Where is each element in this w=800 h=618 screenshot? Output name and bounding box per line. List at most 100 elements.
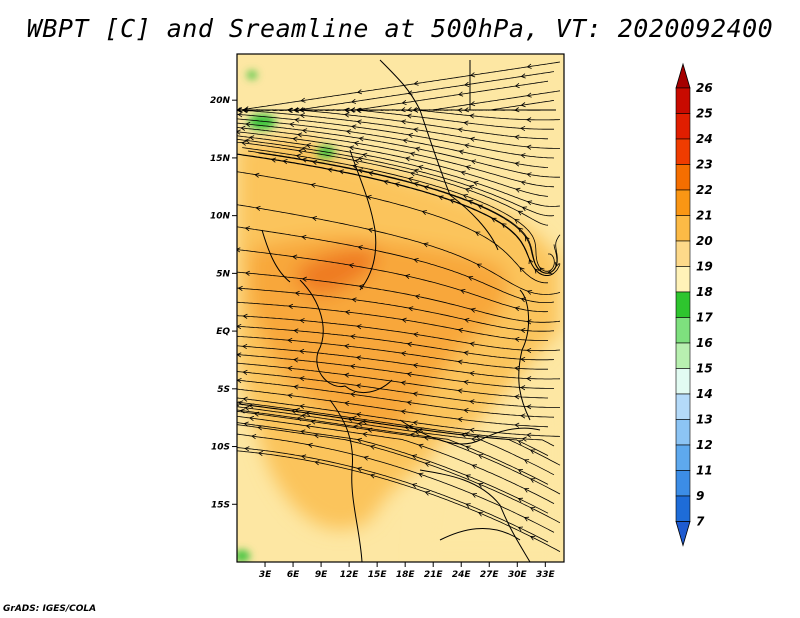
streamline-arrow — [469, 113, 475, 119]
streamline-arrow — [412, 107, 418, 113]
streamline-arrow — [463, 350, 469, 356]
streamline-arrow — [310, 419, 316, 425]
streamline-arrow — [287, 337, 293, 344]
lon-tick-label: 27E — [480, 570, 500, 580]
streamline-arrow — [470, 307, 476, 313]
country-border — [299, 279, 393, 394]
streamline-arrow — [517, 526, 524, 532]
streamline-arrow — [289, 122, 295, 128]
colorbar-label: 19 — [696, 260, 713, 274]
streamline-arrow — [299, 113, 305, 119]
streamline-arrow — [477, 482, 484, 488]
streamline-arrow — [356, 119, 362, 125]
streamline-arrow — [514, 306, 520, 312]
lat-tick-label: 5S — [217, 385, 230, 395]
streamline-arrow — [351, 297, 357, 303]
streamline-arrow — [526, 432, 532, 438]
streamline-arrow — [460, 170, 466, 176]
streamline-arrow — [400, 380, 406, 386]
streamline-arrow — [248, 415, 255, 422]
streamline-arrow — [526, 144, 532, 150]
longitude-axis: 3E 6E 9E 12E 15E 18E 21E 24E 27E 30E 33E — [259, 562, 555, 580]
streamline — [237, 325, 555, 361]
colorbar: 26 25 24 23 22 21 20 19 18 17 16 15 14 13 12 11 9 7 — [675, 62, 713, 547]
colorbar-label: 11 — [696, 464, 713, 478]
streamline-arrow — [301, 234, 307, 240]
streamline-arrow — [469, 371, 475, 377]
streamline-arrow — [311, 159, 318, 165]
streamline-arrow — [357, 245, 363, 251]
streamline-arrow — [463, 81, 470, 87]
streamline-arrow — [297, 148, 304, 154]
streamline-arrow — [241, 140, 247, 146]
streamline-arrow — [300, 413, 307, 419]
streamline-arrow — [413, 168, 419, 174]
streamline-arrow — [401, 99, 407, 105]
streamline-arrow — [244, 138, 250, 144]
streamline-arrow — [305, 411, 311, 417]
streamline-arrow — [407, 306, 414, 312]
lon-tick-label: 3E — [259, 570, 272, 580]
streamline-arrow — [369, 473, 376, 479]
lon-tick-label: 21E — [424, 570, 444, 580]
streamline-arrow — [270, 157, 277, 163]
streamline-arrow — [282, 159, 288, 165]
streamline-arrow — [406, 400, 412, 406]
streamline-arrow — [547, 269, 553, 275]
streamline-arrow — [350, 98, 357, 104]
streamline — [237, 406, 555, 476]
streamline — [237, 127, 555, 188]
streamline — [237, 226, 555, 304]
streamline-arrow — [520, 413, 526, 419]
streamline-arrow — [294, 117, 300, 123]
streamline-arrow — [301, 146, 307, 152]
colorbar-segment — [675, 87, 691, 114]
streamline-arrow — [520, 385, 526, 391]
streamline-arrow — [458, 149, 464, 155]
streamline-arrow — [242, 313, 248, 319]
streamline — [237, 345, 561, 380]
streamline — [247, 150, 558, 274]
streamline-arrow — [240, 125, 246, 131]
streamline-arrow — [295, 153, 302, 159]
streamline-arrow — [523, 488, 530, 493]
streamline-arrow — [517, 469, 524, 474]
streamline-arrow — [529, 507, 536, 512]
streamline-arrow — [407, 132, 414, 138]
streamline-arrow — [517, 227, 524, 233]
streamline — [237, 409, 549, 485]
colorbar-bottom-arrow — [675, 521, 691, 547]
streamline-arrow — [253, 411, 260, 417]
streamline-arrow — [412, 363, 418, 369]
streamline-arrow — [237, 247, 241, 253]
colorbar-segment — [675, 240, 691, 267]
streamline-arrow — [294, 290, 300, 296]
streamline-arrow — [520, 102, 526, 108]
streamline-arrow — [352, 164, 358, 170]
streamline-arrow — [471, 493, 478, 498]
streamline-arrow — [257, 425, 263, 431]
streamline-arrow — [301, 128, 308, 134]
streamline-arrow — [414, 294, 421, 300]
streamline — [237, 415, 555, 504]
colorbar-segment — [675, 189, 691, 216]
streamline-arrow — [355, 412, 362, 418]
streamline-arrow — [465, 165, 471, 171]
streamline-arrow — [344, 372, 350, 378]
streamline — [237, 113, 555, 159]
streamline-arrow — [367, 427, 373, 433]
streamline-arrow — [362, 152, 368, 158]
streamline-arrow — [404, 274, 411, 279]
map-field — [237, 54, 564, 562]
colorbar-segment — [675, 215, 691, 242]
streamline-arrow — [299, 404, 305, 410]
footer-credit: GrADS: IGES/COLA — [3, 604, 97, 614]
streamline-arrow — [463, 408, 469, 414]
colorbar-segment — [675, 342, 691, 369]
streamline — [237, 271, 561, 323]
streamline-arrow — [457, 388, 463, 394]
streamline — [237, 447, 549, 543]
streamline-arrow — [383, 179, 389, 185]
lat-tick-label: EQ — [216, 327, 230, 337]
streamline-arrow — [521, 436, 527, 442]
